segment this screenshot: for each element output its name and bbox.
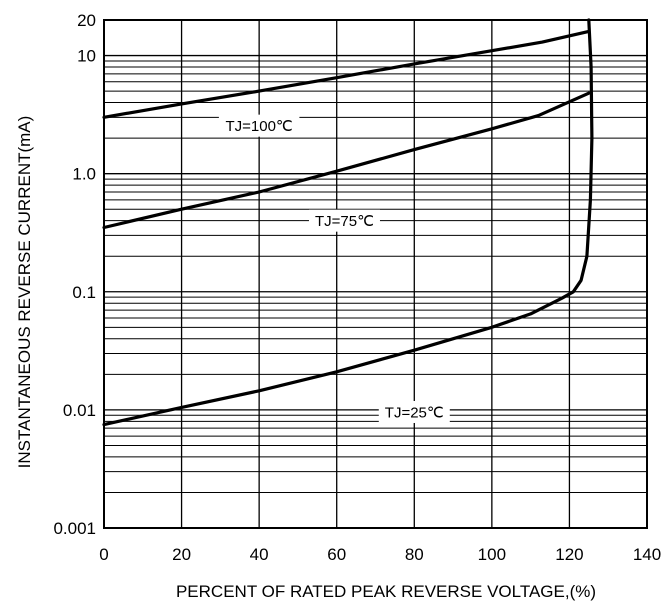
plot-frame — [103, 19, 648, 529]
y-tick-label: 10 — [77, 47, 96, 66]
plot-curves — [102, 18, 594, 427]
series-label: TJ=100℃ — [225, 118, 292, 135]
x-tick-label: 100 — [478, 545, 506, 564]
y-tick-label: 1.0 — [72, 165, 96, 184]
series-label-bg — [308, 209, 380, 232]
x-tick-labels: 0 20 40 60 80 100 120 140 — [99, 545, 661, 564]
x-tick-label: 40 — [250, 545, 269, 564]
y-tick-labels: 0.001 0.01 0.1 1.0 10 20 — [53, 11, 96, 538]
series-line-3 — [102, 18, 594, 427]
series-labels: TJ=100℃ TJ=75℃ TJ=25℃ — [218, 114, 450, 423]
x-tick-label: 80 — [405, 545, 424, 564]
y-tick-label: 0.1 — [72, 283, 96, 302]
y-tick-label: 0.01 — [63, 401, 96, 420]
x-axis-label: PERCENT OF RATED PEAK REVERSE VOLTAGE,(%… — [176, 582, 596, 601]
series-label-bg — [378, 400, 450, 423]
series-label: TJ=25℃ — [385, 404, 444, 421]
y-tick-label: 0.001 — [53, 519, 96, 538]
series-line-2 — [102, 91, 591, 230]
x-tick-label: 60 — [327, 545, 346, 564]
x-tick-label: 140 — [633, 545, 661, 564]
x-tick-label: 120 — [555, 545, 583, 564]
x-tick-label: 20 — [172, 545, 191, 564]
x-tick-label: 0 — [99, 545, 108, 564]
y-tick-label: 20 — [77, 11, 96, 30]
plot-grid — [104, 20, 647, 528]
series-label: TJ=75℃ — [315, 213, 374, 230]
series-line-1 — [102, 29, 591, 119]
series-label-bg — [218, 114, 300, 137]
y-axis-label: INSTANTANEOUS REVERSE CURRENT(mA) — [15, 116, 34, 469]
